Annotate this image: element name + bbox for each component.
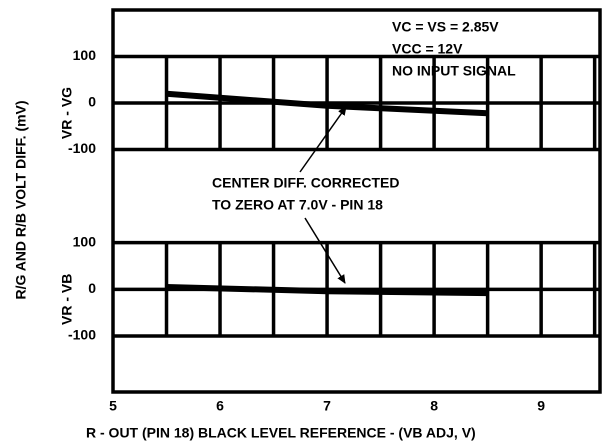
y-axis-title: R/G AND R/B VOLT DIFF. (mV): [13, 100, 29, 299]
y-tick-label: -100: [68, 140, 96, 156]
x-axis-title: R - OUT (PIN 18) BLACK LEVEL REFERENCE -…: [86, 425, 476, 441]
annotation-box: [205, 172, 475, 216]
x-tick-label: 5: [109, 398, 117, 414]
annotation: NO INPUT SIGNAL: [392, 63, 516, 79]
y-tick-label: -100: [68, 327, 96, 343]
annotation: VCC = 12V: [392, 41, 463, 57]
y-tick-label: 0: [88, 280, 96, 296]
panel-label: VR - VB: [59, 274, 75, 325]
annotation: CENTER DIFF. CORRECTED: [212, 175, 399, 191]
annotation: VC = VS = 2.85V: [392, 19, 499, 35]
annotation: TO ZERO AT 7.0V - PIN 18: [212, 197, 383, 213]
x-tick-label: 8: [430, 398, 438, 414]
plot-frame: [111, 8, 602, 394]
data-line: [166, 90, 488, 117]
y-tick-label: 0: [88, 94, 96, 110]
annotation-box: [383, 18, 588, 84]
x-tick-label: 9: [537, 398, 545, 414]
y-tick-label: 100: [73, 233, 97, 249]
data-line: [166, 284, 488, 297]
x-tick-label: 7: [323, 398, 331, 414]
panel-label: VR - VG: [59, 87, 75, 139]
arrow: [304, 217, 346, 284]
y-tick-label: 100: [73, 47, 97, 63]
x-tick-label: 6: [216, 398, 224, 414]
arrow: [299, 106, 347, 173]
